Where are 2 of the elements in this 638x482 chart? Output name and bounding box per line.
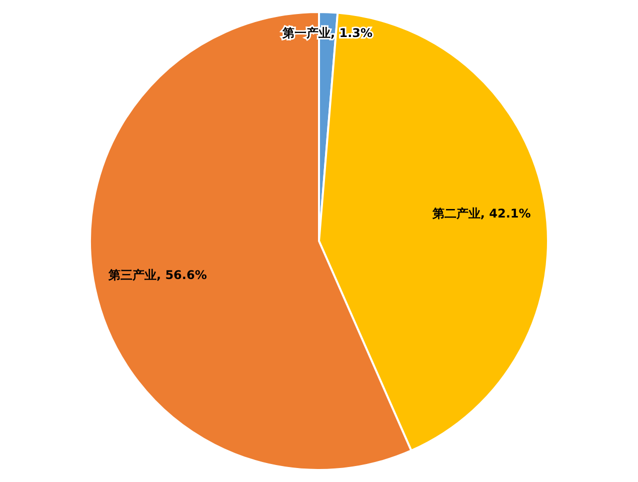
slice-label: 第三产业, 56.6%	[107, 268, 207, 282]
slice-label: 第二产业, 42.1%	[431, 206, 531, 221]
